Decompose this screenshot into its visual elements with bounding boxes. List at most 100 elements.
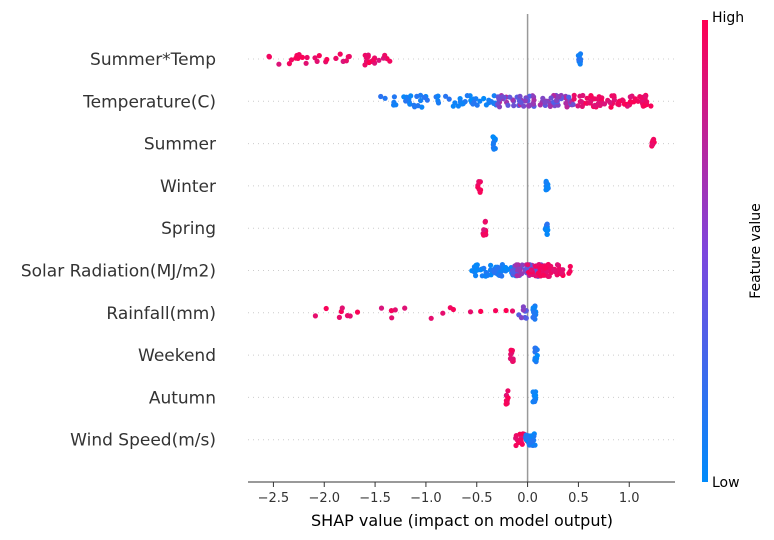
shap-point: [446, 96, 452, 102]
shap-point: [491, 146, 497, 152]
shap-point: [548, 95, 554, 101]
shap-point: [415, 103, 421, 109]
shap-point: [566, 94, 572, 100]
x-tick-label: −2.0: [308, 491, 340, 506]
shap-point: [607, 99, 613, 105]
colorbar: [702, 20, 708, 482]
shap-point: [550, 267, 557, 273]
colorbar-low-label: Low: [712, 475, 740, 491]
shap-point: [482, 219, 488, 225]
shap-point: [475, 184, 481, 190]
shap-point: [488, 262, 494, 268]
shap-point: [575, 103, 581, 109]
shap-point: [517, 93, 523, 99]
shap-point: [339, 305, 345, 311]
shap-point: [485, 272, 491, 278]
shap-point: [459, 101, 465, 107]
shap-point: [505, 102, 511, 108]
shap-point: [621, 101, 628, 107]
shap-point: [520, 304, 527, 310]
shap-point: [513, 433, 519, 439]
shap-point: [478, 308, 484, 314]
shap-point: [513, 262, 520, 268]
shap-point: [530, 389, 536, 395]
shap-point: [526, 103, 532, 109]
shap-point: [481, 95, 487, 102]
shap-point: [391, 94, 397, 100]
x-tick-label: −0.5: [461, 491, 493, 506]
x-axis-title: SHAP value (impact on model output): [311, 511, 613, 530]
shap-point: [579, 103, 585, 109]
shap-point: [514, 273, 520, 279]
shap-point: [503, 401, 509, 407]
shap-point: [534, 352, 540, 359]
shap-point: [571, 96, 577, 102]
shap-point: [435, 93, 441, 99]
shap-point: [316, 53, 322, 59]
shap-point: [521, 103, 527, 109]
shap-point: [511, 103, 517, 109]
shap-point: [323, 305, 329, 312]
shap-point: [389, 315, 395, 321]
shap-point: [473, 262, 479, 268]
shap-point: [648, 103, 654, 109]
shap-point: [508, 347, 514, 353]
x-tick-label: −2.5: [258, 491, 290, 506]
shap-point: [376, 57, 382, 63]
shap-point: [530, 101, 537, 107]
shap-point: [554, 262, 561, 268]
shap-point: [346, 53, 352, 60]
shap-point: [519, 262, 525, 268]
shap-point: [535, 270, 542, 276]
shap-point: [510, 269, 516, 275]
feature-label: Summer: [144, 135, 216, 155]
shap-point: [491, 93, 497, 99]
shap-point: [333, 55, 339, 62]
shap-point: [467, 309, 474, 315]
feature-label: Spring: [161, 219, 216, 239]
shap-point: [388, 308, 394, 314]
shap-point: [545, 227, 551, 233]
shap-point: [532, 345, 538, 351]
shap-point: [402, 305, 408, 311]
shap-point: [567, 268, 573, 274]
x-tick-label: −1.5: [359, 491, 391, 506]
shap-point: [491, 139, 497, 146]
feature-label: Solar Radiation(MJ/m2): [21, 262, 216, 282]
shap-point: [382, 52, 388, 59]
shap-point: [530, 314, 536, 320]
shap-point: [464, 93, 470, 99]
shap-point: [414, 93, 420, 99]
shap-point: [642, 93, 648, 99]
shap-point: [570, 101, 576, 108]
shap-point: [522, 98, 528, 104]
shap-point: [531, 97, 537, 103]
shap-point: [411, 102, 417, 108]
shap-point: [528, 433, 534, 439]
shap-point: [611, 93, 617, 99]
shap-point: [312, 55, 318, 61]
shap-point: [601, 101, 608, 107]
shap-point: [378, 93, 384, 100]
shap-point: [440, 310, 446, 316]
shap-point: [541, 272, 547, 278]
shap-point: [503, 307, 509, 314]
shap-point: [515, 267, 521, 273]
feature-label: Weekend: [138, 346, 216, 366]
shap-point: [518, 99, 524, 106]
shap-point: [651, 136, 657, 142]
shap-point: [578, 56, 584, 62]
shap-point: [443, 93, 449, 99]
feature-label: Summer*Temp: [90, 50, 216, 70]
shap-point: [577, 52, 583, 59]
shap-point: [588, 98, 594, 104]
shap-point: [312, 313, 318, 319]
shap-point: [597, 102, 603, 108]
shap-point: [523, 315, 529, 321]
shap-point: [324, 56, 330, 63]
shap-point: [644, 99, 650, 105]
shap-point: [393, 102, 399, 108]
shap-point: [571, 92, 577, 98]
x-tick-label: 0.0: [517, 491, 538, 506]
shap-point: [366, 59, 372, 66]
